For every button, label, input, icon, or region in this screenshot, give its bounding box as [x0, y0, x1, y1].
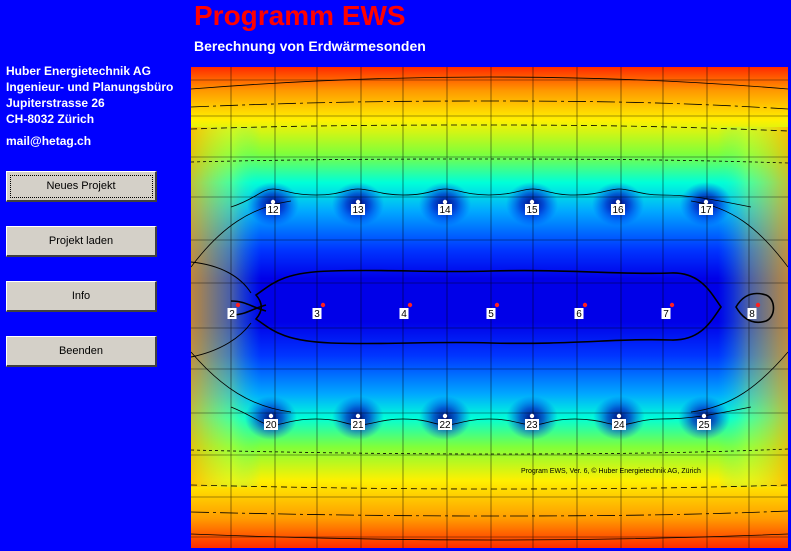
probe-marker [407, 302, 413, 308]
probe-label-box [612, 419, 626, 430]
probe-label-15: 15 [526, 205, 538, 216]
info-button[interactable]: Info [6, 281, 157, 312]
probe-marker [355, 199, 361, 205]
probe-label-box [438, 204, 452, 215]
probe-label-25: 25 [698, 420, 710, 431]
company-department: Ingenieur- und Planungsbüro [6, 80, 174, 94]
probe-label-box [399, 308, 409, 319]
new-project-button[interactable]: Neues Projekt [6, 171, 157, 202]
probe-label-6: 6 [576, 309, 582, 320]
probe-marker [494, 302, 500, 308]
app-title: Programm EWS [194, 0, 406, 31]
company-street: Jupiterstrasse 26 [6, 96, 105, 110]
probe-label-7: 7 [663, 309, 669, 320]
probe-label-box [697, 419, 711, 430]
probe-label-box [574, 308, 584, 319]
probe-marker [703, 199, 709, 205]
probe-label-23: 23 [526, 420, 538, 431]
probe-marker [235, 302, 241, 308]
probe-label-box [351, 419, 365, 430]
probe-label-21: 21 [352, 420, 364, 431]
company-address: Huber Energietechnik AG Ingenieur- und P… [6, 63, 173, 127]
probe-marker [268, 413, 274, 419]
probe-label-5: 5 [488, 309, 494, 320]
app-subtitle: Berechnung von Erdwärmesonden [194, 38, 426, 54]
probe-label-box [525, 419, 539, 430]
probe-label-box [351, 204, 365, 215]
company-name: Huber Energietechnik AG [6, 64, 151, 78]
probe-label-box [486, 308, 496, 319]
probe-marker [755, 302, 761, 308]
probe-marker [582, 302, 588, 308]
probe-marker [616, 413, 622, 419]
probe-label-3: 3 [314, 309, 320, 320]
company-email[interactable]: mail@hetag.ch [6, 134, 92, 148]
probe-marker [529, 413, 535, 419]
probe-label-24: 24 [613, 420, 625, 431]
probe-marker [442, 199, 448, 205]
probe-label-2: 2 [229, 309, 235, 320]
probe-label-8: 8 [749, 309, 755, 320]
probe-marker [355, 413, 361, 419]
probe-label-box [699, 204, 713, 215]
probe-marker [701, 413, 707, 419]
probe-label-22: 22 [439, 420, 451, 431]
probe-label-17: 17 [700, 205, 712, 216]
probe-marker [615, 199, 621, 205]
company-city: CH-8032 Zürich [6, 112, 95, 126]
probe-label-box [266, 204, 280, 215]
probe-label-13: 13 [352, 205, 364, 216]
probe-label-box [747, 308, 757, 319]
probe-label-box [438, 419, 452, 430]
probe-marker [270, 199, 276, 205]
probe-label-12: 12 [267, 205, 279, 216]
probe-marker [442, 413, 448, 419]
probe-label-box [661, 308, 671, 319]
probe-label-20: 20 [265, 420, 277, 431]
probe-label-16: 16 [612, 205, 624, 216]
probe-label-box [611, 204, 625, 215]
probe-label-4: 4 [401, 309, 407, 320]
probe-marker [320, 302, 326, 308]
probe-marker [669, 302, 675, 308]
probe-label-box [525, 204, 539, 215]
probe-label-14: 14 [439, 205, 451, 216]
probe-label-box [227, 308, 237, 319]
exit-button[interactable]: Beenden [6, 336, 157, 367]
load-project-button[interactable]: Projekt laden [6, 226, 157, 257]
probe-label-box [312, 308, 322, 319]
temperature-field-plot: 12 13 14 15 16 17 2 3 4 5 6 7 8 20 21 22 23 24 25 Program … [191, 67, 788, 548]
probe-label-box [264, 419, 278, 430]
probe-marker [529, 199, 535, 205]
copyright-credit: Program EWS, Ver. 6, © Huber Energietech… [521, 467, 701, 475]
